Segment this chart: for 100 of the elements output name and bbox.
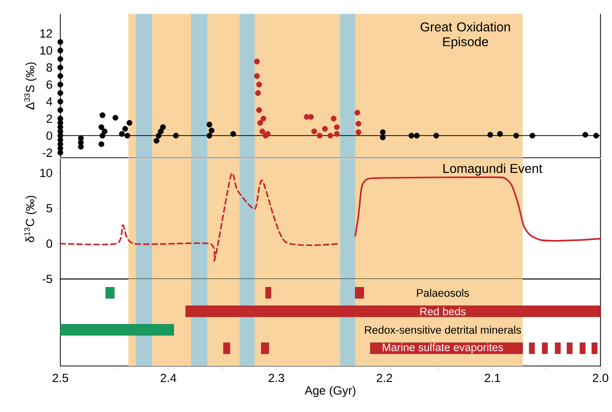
bar — [265, 287, 272, 299]
point — [414, 133, 420, 139]
point — [354, 110, 360, 116]
y-tick-label: 12 — [40, 30, 52, 38]
line-series — [354, 176, 602, 242]
y-tick-label: 10 — [40, 46, 52, 55]
band-label: Great Oxidation Episode — [420, 22, 510, 50]
point — [57, 82, 64, 88]
bar — [261, 342, 270, 354]
point — [322, 126, 328, 132]
bar — [566, 342, 573, 354]
point — [100, 112, 106, 118]
point — [124, 133, 130, 139]
x-tick-label: 2.3 — [268, 374, 284, 382]
point — [513, 133, 520, 139]
point — [257, 120, 264, 126]
bar — [580, 342, 586, 354]
point — [156, 133, 162, 139]
point — [264, 131, 271, 138]
y-tick-label: Red beds — [420, 308, 466, 316]
line-series — [60, 174, 341, 260]
y-axis-title: δ$^{13}$C (‰) — [24, 196, 37, 242]
x-tick-label: 2.5 — [52, 374, 68, 382]
point — [408, 133, 414, 139]
point — [255, 90, 261, 96]
x-tick-label: 2.2 — [376, 374, 392, 382]
point — [57, 90, 64, 96]
point — [112, 115, 118, 121]
annotation: Lomagundi Event — [443, 164, 542, 176]
y-tick-label: 6 — [46, 80, 52, 89]
y-tick-label: 0 — [46, 132, 52, 140]
point — [259, 128, 266, 134]
point — [334, 131, 340, 138]
y-tick-label: 8 — [46, 64, 52, 72]
y-tick-label: 4 — [46, 98, 52, 106]
point — [230, 131, 236, 138]
y-tick-label: Marine sulfate evaporites — [382, 343, 504, 354]
point — [208, 128, 214, 134]
x-tick-label: 2.1 — [484, 374, 500, 382]
point — [334, 124, 340, 130]
y-tick-label: 10 — [40, 168, 52, 178]
point — [98, 142, 104, 148]
point — [98, 124, 104, 130]
point — [102, 128, 108, 134]
point — [119, 131, 125, 138]
point — [433, 133, 440, 139]
point — [308, 114, 314, 120]
y-tick-label: 2 — [46, 114, 52, 123]
point — [582, 132, 588, 138]
y-tick-label: 0 — [46, 240, 52, 248]
point — [593, 133, 599, 139]
x-tick-label: 2.4 — [160, 374, 176, 382]
x-axis-title: Age (Gyr) — [304, 386, 356, 398]
point — [316, 133, 322, 139]
y-tick-label: -2 — [42, 148, 52, 158]
point — [126, 120, 132, 126]
point — [57, 56, 64, 62]
point — [256, 82, 262, 88]
y-tick-label: Palaeosols — [417, 289, 469, 298]
point — [380, 134, 386, 140]
point — [57, 39, 64, 46]
bar — [355, 287, 364, 299]
point — [57, 73, 64, 80]
bar — [554, 342, 561, 354]
point — [122, 126, 128, 132]
point — [57, 107, 64, 114]
point — [57, 64, 64, 71]
point — [330, 116, 337, 122]
point — [173, 133, 179, 139]
bar — [185, 306, 601, 318]
y-tick-label: Redox-sensitive detrital minerals — [365, 326, 521, 334]
point — [311, 128, 318, 134]
point — [206, 122, 212, 128]
y-axis-title: Δ$^{33}$S (‰) — [24, 62, 37, 110]
point — [154, 138, 160, 144]
bar — [223, 342, 230, 354]
point — [100, 133, 106, 139]
point — [487, 132, 494, 138]
point — [380, 130, 386, 136]
point — [254, 58, 260, 65]
point — [206, 133, 212, 139]
x-tick-label: 2.0 — [592, 374, 608, 382]
point — [57, 48, 64, 54]
point — [260, 116, 266, 122]
point — [530, 133, 536, 139]
bar — [106, 287, 115, 299]
bar — [60, 324, 174, 336]
point — [356, 130, 362, 136]
point — [328, 133, 334, 139]
bar — [542, 342, 548, 354]
point — [256, 107, 262, 114]
y-tick-label: -5 — [42, 275, 52, 284]
bar — [592, 342, 598, 354]
point — [158, 128, 164, 134]
point — [356, 121, 362, 127]
point — [497, 131, 503, 138]
point — [57, 98, 64, 105]
point — [254, 73, 260, 80]
point — [160, 124, 166, 130]
y-tick-label: 5 — [46, 204, 52, 213]
